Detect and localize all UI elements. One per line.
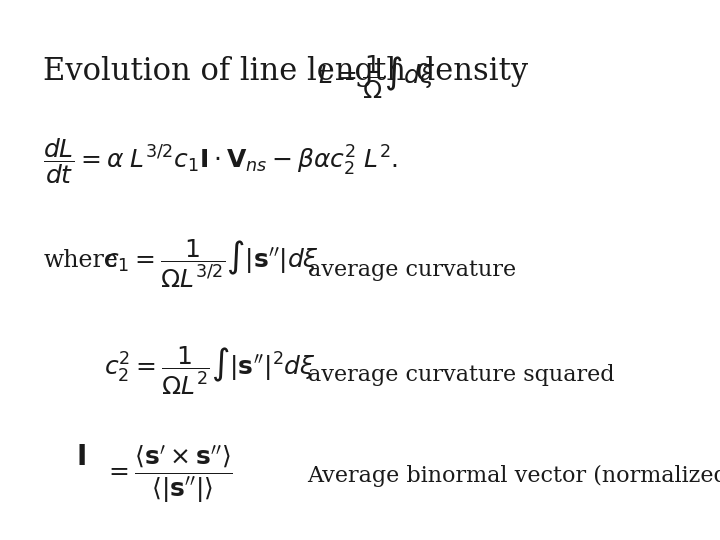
Text: average curvature squared: average curvature squared: [307, 363, 614, 386]
Text: average curvature: average curvature: [307, 259, 516, 281]
Text: $\mathbf{I}$: $\mathbf{I}$: [76, 444, 86, 471]
Text: where: where: [43, 248, 118, 272]
Text: Average binormal vector (normalized): Average binormal vector (normalized): [307, 465, 720, 487]
Text: Evolution of line length density: Evolution of line length density: [43, 56, 528, 87]
Text: $c_1 = \dfrac{1}{\Omega L^{3/2}} \int |\mathbf{s}''| d\xi$: $c_1 = \dfrac{1}{\Omega L^{3/2}} \int |\…: [104, 238, 320, 290]
Text: $L = \dfrac{1}{\Omega}\int d\xi$: $L = \dfrac{1}{\Omega}\int d\xi$: [318, 53, 435, 102]
Text: $c_2^2 = \dfrac{1}{\Omega L^2} \int |\mathbf{s}''|^2 d\xi$: $c_2^2 = \dfrac{1}{\Omega L^2} \int |\ma…: [104, 345, 316, 397]
Text: $\dfrac{dL}{dt} = \alpha \; L^{3/2} c_1 \mathbf{I} \cdot \mathbf{V}_{ns} - \beta: $\dfrac{dL}{dt} = \alpha \; L^{3/2} c_1 …: [43, 137, 399, 186]
Text: $= \dfrac{\langle \mathbf{s}' \times \mathbf{s}'' \rangle}{\langle |\mathbf{s}'': $= \dfrac{\langle \mathbf{s}' \times \ma…: [104, 444, 233, 505]
